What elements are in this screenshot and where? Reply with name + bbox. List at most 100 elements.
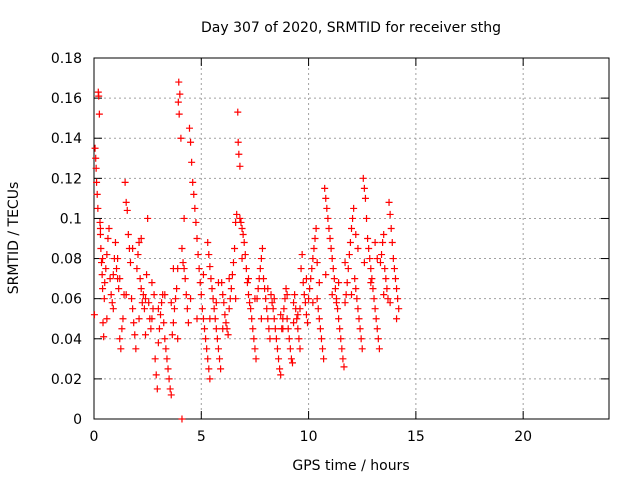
- axis-ticks: [93, 57, 609, 420]
- data-point: [197, 291, 205, 299]
- data-point: [100, 333, 108, 341]
- data-point: [308, 265, 316, 273]
- x-tick-label: 20: [514, 429, 532, 445]
- data-point: [180, 214, 188, 222]
- data-point: [383, 285, 391, 293]
- data-point: [185, 124, 193, 132]
- data-point: [298, 251, 306, 259]
- data-point: [264, 285, 272, 293]
- data-point: [386, 299, 394, 307]
- data-point: [181, 275, 189, 283]
- data-point: [251, 345, 259, 353]
- data-point: [134, 251, 142, 259]
- data-point: [96, 224, 104, 232]
- data-point: [325, 224, 333, 232]
- data-point: [285, 335, 293, 343]
- data-point: [93, 190, 101, 198]
- data-point: [240, 239, 248, 247]
- data-point: [140, 305, 148, 313]
- data-point: [162, 345, 170, 353]
- data-point: [373, 255, 381, 263]
- data-point: [214, 279, 222, 287]
- data-point: [364, 235, 372, 242]
- data-point: [320, 355, 328, 363]
- data-point: [256, 265, 264, 273]
- data-point: [341, 299, 349, 307]
- data-point: [203, 345, 211, 353]
- data-point: [220, 299, 228, 307]
- data-point: [301, 299, 309, 307]
- data-point: [137, 235, 145, 242]
- data-point: [393, 315, 401, 323]
- data-point: [129, 305, 137, 313]
- data-point: [376, 259, 384, 267]
- data-point: [277, 371, 285, 379]
- data-point: [257, 255, 265, 263]
- data-point: [367, 265, 375, 273]
- data-point: [225, 275, 233, 283]
- data-point: [323, 204, 331, 212]
- data-point: [355, 315, 363, 323]
- data-point: [288, 359, 296, 367]
- data-point: [161, 291, 169, 299]
- data-point: [294, 311, 302, 319]
- data-point: [90, 311, 98, 319]
- data-point: [174, 98, 182, 106]
- data-point: [148, 279, 156, 287]
- data-point: [273, 345, 281, 353]
- data-point: [92, 164, 100, 172]
- data-point: [264, 315, 272, 323]
- x-axis-label: GPS time / hours: [292, 458, 409, 474]
- data-point: [296, 305, 304, 313]
- data-point: [348, 291, 355, 299]
- plot-frame: [93, 57, 610, 420]
- data-point: [393, 285, 401, 293]
- data-point: [206, 375, 214, 383]
- data-point: [266, 335, 274, 343]
- data-point: [328, 291, 336, 299]
- data-point: [257, 315, 265, 323]
- data-point: [267, 291, 275, 299]
- data-point: [371, 305, 379, 313]
- data-point: [102, 265, 110, 273]
- data-point: [92, 154, 100, 162]
- data-point: [290, 299, 298, 307]
- data-point: [245, 291, 252, 299]
- data-point: [271, 325, 279, 333]
- data-point: [143, 271, 151, 279]
- data-point: [100, 295, 108, 303]
- data-point: [158, 299, 166, 307]
- data-point: [381, 265, 389, 273]
- data-point: [148, 315, 156, 323]
- data-point: [183, 305, 191, 313]
- data-point: [262, 295, 270, 303]
- data-point: [95, 92, 103, 100]
- data-point: [265, 325, 273, 333]
- data-point: [300, 291, 308, 299]
- data-point: [161, 335, 169, 343]
- data-point: [335, 279, 343, 287]
- data-point: [272, 335, 280, 343]
- data-point: [173, 285, 181, 293]
- data-point: [206, 315, 214, 323]
- data-point: [219, 325, 227, 333]
- data-point: [95, 110, 103, 118]
- data-point: [160, 319, 168, 327]
- data-point: [163, 355, 171, 363]
- data-point: [313, 295, 321, 303]
- y-axis-label: SRMTID / TECUs: [6, 182, 22, 295]
- data-point: [242, 265, 250, 273]
- x-tick-label: 5: [197, 429, 206, 445]
- y-tick-label: 0.16: [51, 91, 82, 107]
- y-tick-label: 0.08: [51, 252, 82, 268]
- data-point: [169, 265, 177, 273]
- data-point: [309, 255, 317, 263]
- data-point: [363, 214, 371, 222]
- data-point: [378, 251, 386, 259]
- data-point: [217, 365, 225, 373]
- data-point: [394, 295, 402, 303]
- data-point: [214, 345, 222, 353]
- chart-title: Day 307 of 2020, SRMTID for receiver sth…: [201, 20, 501, 36]
- data-point: [196, 279, 204, 287]
- data-point: [216, 355, 224, 363]
